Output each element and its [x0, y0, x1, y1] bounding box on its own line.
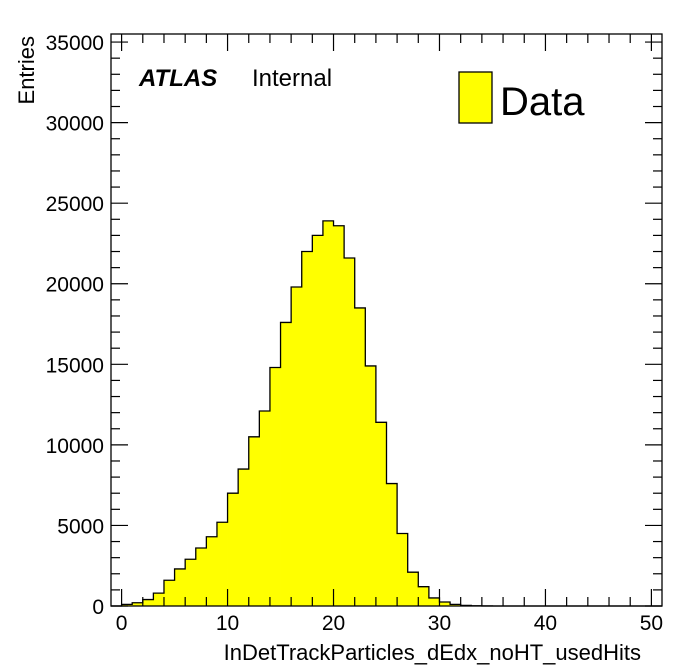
histogram-bar: [280, 322, 292, 606]
y-tick-label: 5000: [57, 515, 104, 538]
histogram-bar: [153, 593, 165, 606]
histogram-bar: [333, 225, 345, 606]
x-tick-label: 0: [116, 612, 128, 635]
y-tick-label: 25000: [46, 193, 104, 216]
histogram-bar: [354, 307, 366, 606]
histogram-bar: [291, 286, 303, 606]
legend: Data: [458, 71, 585, 124]
x-tick-label: 50: [640, 612, 663, 635]
x-axis-title: InDetTrackParticles_dEdx_noHT_usedHits: [224, 640, 641, 665]
x-axis-tick-labels: 0 10 20 30 40 50: [116, 612, 663, 635]
legend-label-data: Data: [500, 80, 585, 124]
histogram-bar: [206, 536, 218, 606]
histogram-bars: [121, 220, 493, 607]
histogram-bar: [407, 572, 419, 606]
histogram-bar: [259, 411, 271, 606]
atlas-status-label: Internal: [252, 65, 332, 92]
x-tick-label: 10: [216, 612, 239, 635]
histogram-bar: [227, 493, 239, 606]
histogram-bar: [312, 235, 324, 606]
plot-frame: [110, 33, 663, 607]
histogram-bar: [344, 257, 356, 606]
histogram-bar: [365, 365, 377, 606]
x-axis-ticks: [120, 34, 653, 606]
histogram-bar: [142, 599, 154, 606]
histogram-bar: [375, 422, 387, 606]
histogram-bar: [238, 469, 250, 606]
x-tick-label: 20: [322, 612, 345, 635]
x-tick-label: 40: [534, 612, 557, 635]
y-tick-label: 0: [92, 596, 104, 619]
y-axis-tick-labels: 0 5000 10000 15000 20000 25000 30000 35000: [46, 32, 104, 619]
histogram-bar: [269, 367, 281, 606]
histogram-bar: [322, 220, 334, 606]
histogram-bar: [450, 604, 462, 606]
histogram-bar: [132, 602, 144, 606]
y-tick-label: 10000: [46, 435, 104, 458]
histogram-bar: [397, 533, 409, 606]
y-axis-ticks: [111, 41, 662, 607]
y-tick-label: 20000: [46, 274, 104, 297]
histogram-bar: [386, 483, 398, 606]
histogram-bar: [121, 604, 133, 606]
histogram-bar: [216, 522, 228, 606]
y-tick-label: 15000: [46, 354, 104, 377]
histogram-bar: [195, 547, 207, 606]
histogram-bar: [428, 597, 440, 606]
histogram-bar: [174, 568, 186, 606]
histogram-bar: [301, 251, 313, 607]
y-tick-label: 30000: [46, 113, 104, 136]
histogram-bar: [248, 436, 260, 606]
x-tick-label: 30: [428, 612, 451, 635]
y-axis-title: Entries: [14, 36, 39, 104]
histogram-bar: [163, 580, 175, 606]
histogram-bar: [418, 586, 430, 606]
legend-swatch-data: [458, 71, 493, 124]
y-tick-label: 35000: [46, 32, 104, 55]
histogram-bar: [185, 559, 197, 606]
atlas-label: ATLAS: [138, 65, 217, 92]
histogram-bar: [439, 601, 451, 606]
